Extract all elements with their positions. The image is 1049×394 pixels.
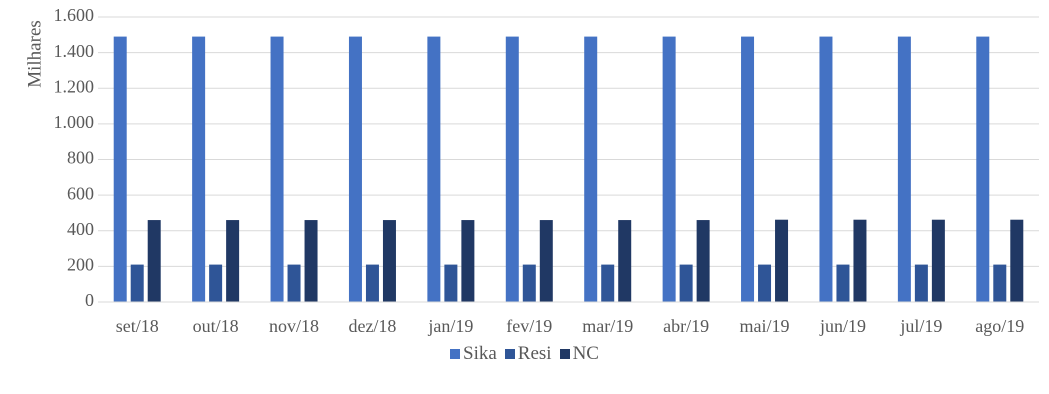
- x-tick-label: abr/19: [663, 316, 709, 336]
- x-tick-label: mar/19: [582, 316, 633, 336]
- bar-sika-11: [976, 36, 990, 302]
- bar-nc-6: [618, 220, 632, 302]
- bar-nc-8: [775, 219, 789, 302]
- y-tick-label: 1.600: [54, 5, 95, 25]
- bar-sika-7: [662, 36, 676, 302]
- x-tick-label: jul/19: [899, 316, 942, 336]
- bar-resi-5: [522, 264, 536, 302]
- y-axis-ticks: 0 200 400 600 800 1.000 1.200 1.400 1.600: [54, 5, 95, 310]
- x-tick-label: jan/19: [427, 316, 473, 336]
- chart-legend: Sika Resi NC: [0, 342, 1049, 366]
- y-tick-label: 0: [85, 290, 94, 310]
- x-axis-ticks: set/18 out/18 nov/18 dez/18 jan/19 fev/19 mar/…: [116, 316, 1025, 336]
- bar-nc-4: [461, 220, 475, 302]
- bar-resi-7: [679, 264, 693, 302]
- bar-resi-0: [130, 264, 144, 302]
- legend-label: Resi: [517, 343, 552, 364]
- y-tick-label: 1.400: [54, 41, 95, 61]
- bar-sika-8: [741, 36, 755, 302]
- y-tick-label: 1.000: [54, 112, 95, 132]
- y-tick-label: 600: [67, 183, 94, 203]
- legend-item-nc: NC: [559, 343, 599, 365]
- x-tick-label: ago/19: [975, 316, 1024, 336]
- bar-nc-1: [226, 220, 240, 302]
- bars: [113, 36, 1024, 302]
- bar-nc-0: [147, 220, 161, 302]
- bar-nc-11: [1010, 219, 1024, 302]
- bar-nc-5: [539, 220, 553, 302]
- x-tick-label: set/18: [116, 316, 159, 336]
- bar-sika-2: [270, 36, 284, 302]
- bar-resi-3: [365, 264, 379, 302]
- bar-resi-11: [993, 264, 1007, 302]
- bar-sika-9: [819, 36, 833, 302]
- bar-sika-3: [348, 36, 362, 302]
- bar-sika-6: [584, 36, 598, 302]
- x-tick-label: dez/18: [348, 316, 396, 336]
- bar-sika-4: [427, 36, 441, 302]
- bar-sika-10: [897, 36, 911, 302]
- y-tick-label: 800: [67, 148, 94, 168]
- bar-nc-2: [304, 220, 318, 302]
- legend-swatch: [559, 349, 570, 359]
- bar-resi-4: [444, 264, 458, 302]
- bar-sika-1: [192, 36, 206, 302]
- bar-resi-8: [758, 264, 772, 302]
- gridlines: [98, 16, 1039, 267]
- legend-swatch: [450, 349, 461, 359]
- legend-label: NC: [572, 343, 599, 364]
- bar-resi-9: [836, 264, 850, 302]
- legend-item-resi: Resi: [504, 343, 552, 365]
- bar-nc-9: [853, 219, 867, 302]
- x-tick-label: nov/18: [269, 316, 319, 336]
- x-tick-label: fev/19: [506, 316, 552, 336]
- y-tick-label: 1.200: [54, 76, 95, 96]
- y-axis-title: Milhares: [24, 20, 45, 88]
- y-tick-label: 200: [67, 255, 94, 275]
- legend-swatch: [504, 349, 515, 359]
- bar-nc-10: [931, 219, 945, 302]
- bar-resi-10: [914, 264, 928, 302]
- x-tick-label: mai/19: [740, 316, 790, 336]
- bar-resi-6: [601, 264, 615, 302]
- x-tick-label: out/18: [193, 316, 239, 336]
- bar-nc-7: [696, 220, 710, 302]
- bar-resi-1: [209, 264, 223, 302]
- bar-sika-0: [113, 36, 127, 302]
- bar-nc-3: [382, 220, 396, 302]
- x-tick-label: jun/19: [819, 316, 866, 336]
- bar-resi-2: [287, 264, 301, 302]
- y-tick-label: 400: [67, 219, 94, 239]
- bar-sika-5: [505, 36, 519, 302]
- legend-label: Sika: [463, 343, 497, 364]
- legend-item-sika: Sika: [450, 343, 497, 365]
